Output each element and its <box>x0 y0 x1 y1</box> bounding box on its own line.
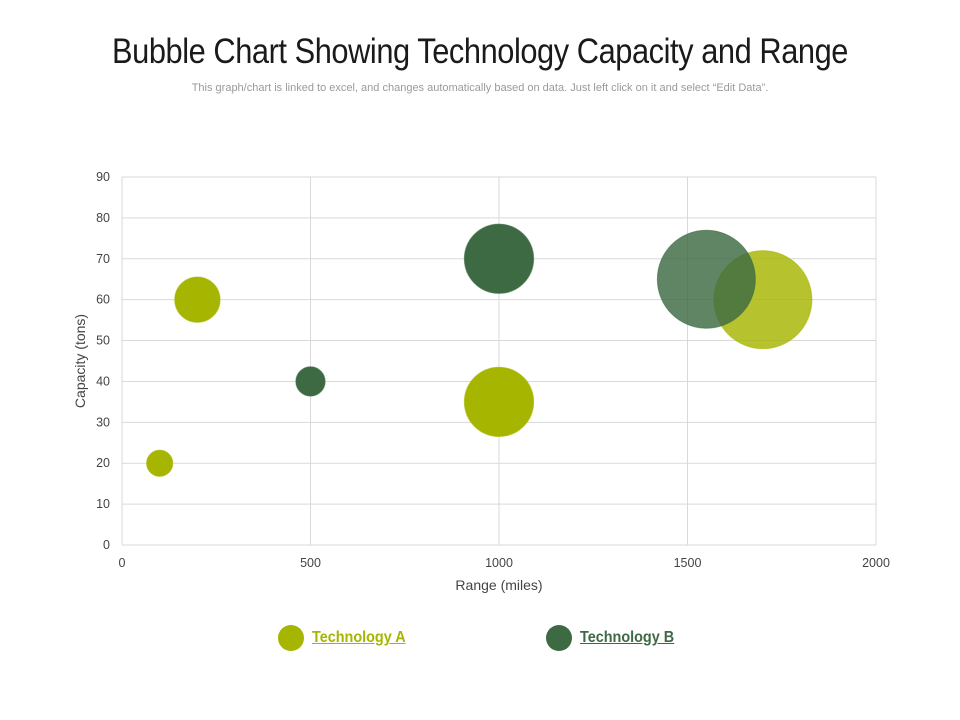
legend-label-technology-a: Technology A <box>312 629 406 646</box>
x-tick-label: 1000 <box>485 556 513 570</box>
y-tick-label: 60 <box>96 293 110 307</box>
y-tick-label: 90 <box>96 170 110 184</box>
y-tick-label: 70 <box>96 252 110 266</box>
x-tick-label: 2000 <box>862 556 890 570</box>
x-tick-label: 500 <box>300 556 321 570</box>
y-axis-title: Capacity (tons) <box>72 314 88 408</box>
legend-item-technology-a[interactable]: Technology A <box>278 625 416 651</box>
legend-item-technology-b[interactable]: Technology B <box>546 625 685 651</box>
bubble-technology-a-0[interactable] <box>146 449 174 477</box>
page-title: Bubble Chart Showing Technology Capacity… <box>112 32 848 71</box>
tick-labels: 0 10 20 30 40 50 60 70 80 90 0 500 1000 1500 2000 <box>96 170 890 570</box>
legend-label-technology-b: Technology B <box>580 629 675 646</box>
page-subtitle: This graph/chart is linked to excel, and… <box>191 82 769 94</box>
bubble-technology-b-2[interactable] <box>656 229 756 329</box>
bubble-technology-b-0[interactable] <box>295 366 326 397</box>
legend-swatch-technology-a <box>278 625 304 651</box>
legend-swatch-technology-b <box>546 625 572 651</box>
bubble-technology-a-1[interactable] <box>174 276 221 323</box>
y-tick-label: 40 <box>96 374 110 388</box>
y-tick-label: 30 <box>96 415 110 429</box>
x-tick-label: 1500 <box>674 556 702 570</box>
y-tick-label: 10 <box>96 497 110 511</box>
x-tick-label: 0 <box>119 556 126 570</box>
bubble-technology-a-2[interactable] <box>463 366 535 438</box>
y-tick-label: 80 <box>96 211 110 225</box>
x-axis-title: Range (miles) <box>455 577 542 593</box>
y-tick-label: 20 <box>96 456 110 470</box>
bubbles <box>146 223 813 477</box>
bubble-technology-b-1[interactable] <box>463 223 535 294</box>
y-tick-label: 50 <box>96 334 110 348</box>
y-tick-label: 0 <box>103 538 110 552</box>
